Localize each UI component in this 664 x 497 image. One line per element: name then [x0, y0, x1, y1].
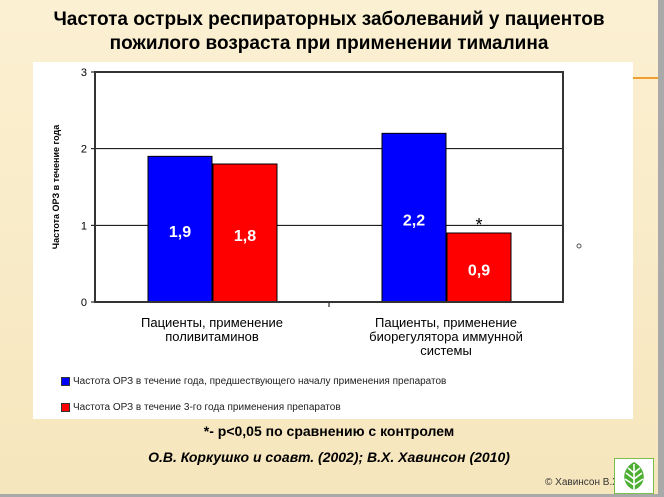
- accent-line: [633, 77, 658, 79]
- bar-data-label: 0,9: [468, 263, 490, 280]
- title-line: Частота острых респираторных заболеваний…: [53, 9, 605, 30]
- x-category-label: биорегулятора иммунной: [369, 329, 523, 344]
- legend-label: Частота ОРЗ в течение 3-го года применен…: [73, 401, 341, 413]
- bar-data-label: 2,2: [403, 213, 425, 230]
- bar: [212, 163, 278, 303]
- x-category-label: поливитаминов: [165, 329, 259, 344]
- legend-label: Частота ОРЗ в течение года, предшествующ…: [73, 375, 447, 387]
- x-category-label: Пациенты, применение: [141, 315, 283, 330]
- significance-note: *- р<0,05 по сравнению с контролем: [203, 423, 455, 439]
- legend-swatch: [61, 376, 70, 386]
- plot-area-border: [94, 71, 564, 303]
- y-axis-label: Частота ОРЗ в течение года: [51, 124, 61, 249]
- leaf-logo-icon: [614, 458, 654, 494]
- x-category-label: системы: [420, 343, 472, 358]
- reference: О.В. Коркушко и соавт. (2002); В.Х. Хави…: [148, 449, 510, 465]
- x-category-label: Пациенты, применение: [375, 315, 517, 330]
- bar: [446, 232, 512, 303]
- bar-data-label: 1,8: [234, 228, 256, 245]
- y-tick-label: 1: [81, 220, 87, 232]
- y-tick-label: 2: [81, 144, 87, 156]
- legend-item: Частота ОРЗ в течение года, предшествующ…: [61, 374, 446, 388]
- legend-swatch: [61, 402, 70, 412]
- y-tick-label: 0: [81, 297, 87, 309]
- bar-data-label: 1,9: [169, 224, 191, 241]
- title-line: пожилого возраста при применении тималин…: [109, 33, 549, 54]
- y-tick-label: 3: [81, 67, 87, 79]
- bar: [381, 132, 447, 303]
- copyright: © Хавинсон В.Х.: [545, 477, 622, 488]
- significance-asterisk: *: [475, 215, 482, 235]
- chart-panel: 0 1 2 3 1,9 1,8 Пациенты, применение поливитами…: [33, 62, 633, 419]
- slide-title: Частота острых респираторных заболеваний…: [0, 8, 658, 56]
- marker: [576, 243, 582, 249]
- legend-item: Частота ОРЗ в течение 3-го года применен…: [61, 400, 446, 414]
- legend: Частота ОРЗ в течение года, предшествующ…: [61, 374, 446, 426]
